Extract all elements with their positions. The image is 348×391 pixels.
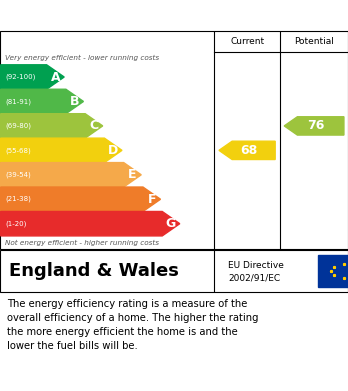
Polygon shape [1, 65, 64, 89]
Text: Very energy efficient - lower running costs: Very energy efficient - lower running co… [5, 55, 159, 61]
Text: G: G [166, 217, 176, 230]
Text: (21-38): (21-38) [5, 196, 31, 203]
Text: D: D [108, 144, 118, 157]
Polygon shape [219, 141, 275, 160]
Text: 76: 76 [307, 119, 324, 133]
Text: 68: 68 [240, 144, 258, 157]
Text: 2002/91/EC: 2002/91/EC [228, 274, 280, 283]
Polygon shape [1, 163, 141, 187]
Text: (92-100): (92-100) [5, 74, 35, 80]
Text: Energy Efficiency Rating: Energy Efficiency Rating [10, 7, 220, 23]
Text: C: C [89, 119, 98, 133]
Text: (81-91): (81-91) [5, 98, 31, 105]
Polygon shape [1, 187, 160, 212]
Text: A: A [50, 70, 60, 84]
Bar [318, 255, 348, 287]
Polygon shape [1, 114, 103, 138]
Text: Current: Current [230, 37, 264, 46]
Text: (39-54): (39-54) [5, 172, 31, 178]
Text: (69-80): (69-80) [5, 123, 31, 129]
Polygon shape [284, 117, 344, 135]
Polygon shape [1, 212, 180, 236]
Text: E: E [128, 168, 137, 181]
Text: B: B [70, 95, 79, 108]
Text: Not energy efficient - higher running costs: Not energy efficient - higher running co… [5, 239, 159, 246]
Text: EU Directive: EU Directive [228, 262, 284, 271]
Text: England & Wales: England & Wales [9, 262, 179, 280]
Text: (55-68): (55-68) [5, 147, 31, 154]
Text: The energy efficiency rating is a measure of the
overall efficiency of a home. T: The energy efficiency rating is a measur… [7, 299, 259, 351]
Text: (1-20): (1-20) [5, 221, 26, 227]
Text: Potential: Potential [294, 37, 334, 46]
Polygon shape [1, 89, 84, 114]
Text: F: F [148, 193, 156, 206]
Polygon shape [1, 138, 122, 163]
